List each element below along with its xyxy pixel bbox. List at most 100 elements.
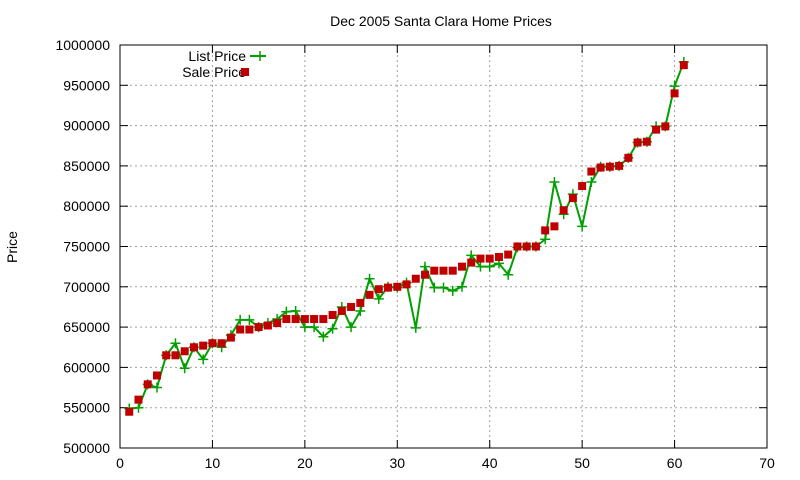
sale-price-point: [624, 153, 633, 162]
sale-price-point: [670, 89, 679, 98]
sale-price-point: [467, 258, 476, 267]
x-tick-label: 50: [574, 455, 590, 471]
list-price-point: [346, 322, 357, 333]
y-tick-label: 750000: [63, 239, 110, 255]
sale-price-point: [615, 161, 624, 170]
sale-price-point: [485, 254, 494, 263]
list-price-point: [540, 234, 551, 245]
sale-price-point: [679, 61, 688, 70]
sale-price-point: [448, 266, 457, 275]
sale-price-point: [541, 226, 550, 235]
sale-price-point: [254, 323, 263, 332]
legend-label: Sale Price: [182, 64, 246, 80]
sale-price-point: [421, 270, 430, 279]
y-tick-label: 950000: [63, 77, 110, 93]
x-tick-label: 40: [482, 455, 498, 471]
series-sale-price: [125, 61, 688, 416]
series-layer: [124, 56, 689, 416]
sale-price-point: [661, 122, 670, 131]
sale-price-point: [550, 222, 559, 231]
y-tick-label: 850000: [63, 158, 110, 174]
x-tick-label: 20: [297, 455, 313, 471]
sale-price-point: [531, 242, 540, 251]
list-price-point: [429, 282, 440, 293]
sale-price-point: [476, 254, 485, 263]
list-price-point: [420, 261, 431, 272]
list-price-point: [179, 363, 190, 374]
sale-price-point: [152, 371, 161, 380]
legend-square-marker: [241, 68, 249, 76]
y-tick-label: 550000: [63, 400, 110, 416]
x-tick-label: 70: [759, 455, 775, 471]
sale-price-point: [513, 242, 522, 251]
sale-price-point: [430, 266, 439, 275]
list-price-point: [299, 322, 310, 333]
sale-price-point: [180, 347, 189, 356]
list-price-point: [318, 331, 329, 342]
x-tick-label: 0: [116, 455, 124, 471]
sale-price-point: [273, 319, 282, 328]
sale-price-point: [208, 339, 217, 348]
list-price-point: [438, 282, 449, 293]
list-price-point: [133, 402, 144, 413]
sale-price-point: [365, 290, 374, 299]
sale-price-point: [143, 380, 152, 389]
y-tick-label: 650000: [63, 319, 110, 335]
list-price-point: [549, 177, 560, 188]
sale-price-point: [522, 242, 531, 251]
list-price-point: [410, 322, 421, 333]
list-price-point: [577, 221, 588, 232]
list-price-point: [355, 305, 366, 316]
y-tick-label: 900000: [63, 118, 110, 134]
sale-price-point: [162, 351, 171, 360]
list-price-point: [309, 322, 320, 333]
y-axis-label: Price: [4, 231, 20, 263]
sale-price-point: [291, 315, 300, 324]
sale-price-point: [642, 137, 651, 146]
x-tick-label: 10: [205, 455, 221, 471]
sale-price-point: [236, 325, 245, 334]
y-tick-label: 600000: [63, 359, 110, 375]
sale-price-point: [393, 282, 402, 291]
series-list-price: [124, 56, 689, 414]
sale-price-point: [337, 306, 346, 315]
sale-price-point: [384, 283, 393, 292]
legend-label: List Price: [188, 48, 246, 64]
list-price-point: [503, 269, 514, 280]
sale-price-point: [134, 395, 143, 404]
sale-price-point: [402, 280, 411, 289]
y-tick-label: 1000000: [55, 37, 110, 53]
sale-price-point: [559, 206, 568, 215]
list-price-point: [327, 323, 338, 334]
sale-price-point: [282, 315, 291, 324]
x-axis-ticks: 0 10 20 30 40 50 60 70: [116, 45, 775, 471]
sale-price-point: [217, 339, 226, 348]
list-price-point: [235, 314, 246, 325]
list-price-point: [373, 293, 384, 304]
sale-price-point: [189, 343, 198, 352]
chart-title: Dec 2005 Santa Clara Home Prices: [330, 13, 552, 29]
sale-price-point: [263, 321, 272, 330]
y-axis-ticks: 500000 550000 600000 650000 700000 750000 8000…: [55, 37, 767, 456]
sale-price-point: [374, 285, 383, 294]
y-tick-label: 700000: [63, 279, 110, 295]
sale-price-point: [578, 182, 587, 191]
list-price-point: [456, 281, 467, 292]
list-price-point: [198, 354, 209, 365]
sale-price-point: [411, 274, 420, 283]
sale-price-point: [171, 351, 180, 360]
y-tick-label: 500000: [63, 440, 110, 456]
sale-price-point: [125, 407, 134, 416]
list-price-point: [484, 261, 495, 272]
sale-price-point: [245, 325, 254, 334]
sale-price-point: [587, 167, 596, 176]
x-tick-label: 60: [667, 455, 683, 471]
x-tick-label: 30: [389, 455, 405, 471]
sale-price-point: [596, 163, 605, 172]
sale-price-point: [199, 341, 208, 350]
sale-price-point: [356, 298, 365, 307]
sale-price-point: [347, 302, 356, 311]
sale-price-point: [439, 266, 448, 275]
